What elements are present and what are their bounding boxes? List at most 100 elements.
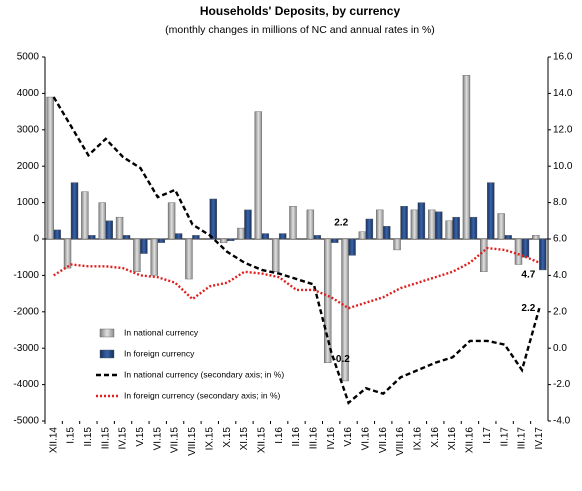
x-tick-label: VI.15 <box>152 427 163 451</box>
bar <box>462 74 471 240</box>
bar <box>504 235 512 240</box>
y2-tick-label: 16.0 <box>553 52 573 63</box>
y2-tick-label: 2.0 <box>553 306 567 317</box>
y-tick-label: 4000 <box>17 88 40 99</box>
bar <box>226 238 235 242</box>
x-tick-label: XI.16 <box>447 427 458 451</box>
bar <box>323 238 332 363</box>
bar <box>271 238 280 272</box>
bar <box>539 238 547 271</box>
bar <box>341 238 349 382</box>
bar <box>185 238 193 280</box>
bar <box>192 235 200 240</box>
bar <box>428 209 436 240</box>
bar <box>150 238 158 276</box>
bar <box>417 202 426 240</box>
bar <box>254 111 263 240</box>
x-tick-label: III.17 <box>517 427 528 450</box>
bar <box>330 238 339 243</box>
y2-tick-label: 6.0 <box>553 234 567 245</box>
bar <box>497 213 505 240</box>
y-tick-label: -4000 <box>13 379 39 390</box>
data-label: 2.2 <box>521 303 535 314</box>
x-tick-label: I.17 <box>482 427 493 444</box>
bar <box>261 233 270 240</box>
chart-title: Households' Deposits, by currency <box>200 4 401 18</box>
bar <box>348 238 356 256</box>
bar <box>219 238 228 243</box>
bar <box>63 238 72 269</box>
x-tick-label: VIII.16 <box>395 427 406 456</box>
x-tick-label: VII.15 <box>170 427 181 454</box>
bar <box>313 235 322 240</box>
y-tick-label: 0 <box>33 234 39 245</box>
x-tick-label: VI.16 <box>361 427 372 451</box>
x-tick-label: X.15 <box>222 427 233 448</box>
bar <box>358 231 367 240</box>
x-tick-label: VIII.15 <box>187 427 198 456</box>
legend-swatch <box>99 328 115 338</box>
x-tick-label: XII.16 <box>465 427 476 454</box>
x-tick-label: XII.15 <box>256 427 267 454</box>
x-tick-label: II.17 <box>499 427 510 447</box>
bar <box>480 238 488 272</box>
x-tick-label: XII.14 <box>48 427 59 454</box>
bar <box>306 209 315 240</box>
y2-tick-label: 12.0 <box>553 124 573 135</box>
y2-tick-label: 4.0 <box>553 270 567 281</box>
bar <box>410 209 419 240</box>
y2-tick-label: -2.0 <box>553 379 571 390</box>
bar <box>88 235 96 240</box>
y2-tick-label: 10.0 <box>553 161 573 172</box>
bar <box>289 206 297 240</box>
y2-tick-label: 8.0 <box>553 197 567 208</box>
bar <box>365 218 374 240</box>
bar <box>237 227 245 240</box>
bar <box>70 182 79 240</box>
bar <box>115 216 124 240</box>
bar <box>435 211 443 240</box>
x-tick-label: IX.16 <box>413 427 424 451</box>
x-tick-label: VII.16 <box>378 427 389 454</box>
bar <box>53 229 61 240</box>
bar <box>383 226 391 240</box>
bar <box>46 96 54 240</box>
legend-label: In national currency <box>124 327 199 337</box>
bar <box>376 209 384 240</box>
x-tick-label: XI.15 <box>239 427 250 451</box>
y-tick-label: 1000 <box>17 197 40 208</box>
chart-subtitle: (monthly changes in millions of NC and a… <box>165 24 435 36</box>
x-tick-label: IX.15 <box>204 427 215 451</box>
x-tick-label: IV.16 <box>326 427 337 450</box>
bar <box>452 216 460 240</box>
bar <box>521 238 530 258</box>
bar <box>174 233 183 240</box>
bar <box>157 238 165 243</box>
x-tick-label: I.16 <box>274 427 285 444</box>
x-tick-label: V.16 <box>343 427 354 447</box>
bar <box>81 191 89 240</box>
bar <box>532 235 540 240</box>
y2-tick-label: 0.0 <box>553 343 567 354</box>
y-tick-label: 5000 <box>17 52 40 63</box>
y2-tick-label: -4.0 <box>553 416 571 427</box>
line-series <box>53 246 540 310</box>
x-tick-label: III.16 <box>308 427 319 450</box>
x-tick-label: X.16 <box>430 427 441 448</box>
bar <box>209 198 217 240</box>
annotation: 2.2 <box>334 217 348 228</box>
y-tick-label: -2000 <box>13 306 39 317</box>
x-tick-label: IV.15 <box>118 427 129 450</box>
bar <box>469 216 478 240</box>
x-tick-label: V.15 <box>135 427 146 447</box>
bar <box>105 220 113 240</box>
legend-label: In foreign currency <box>124 348 195 358</box>
bar <box>278 233 287 240</box>
bar <box>133 238 141 272</box>
bar <box>98 202 106 240</box>
bar <box>393 238 401 251</box>
bar <box>167 202 176 240</box>
x-tick-label: III.15 <box>100 427 111 450</box>
bar <box>514 238 523 265</box>
